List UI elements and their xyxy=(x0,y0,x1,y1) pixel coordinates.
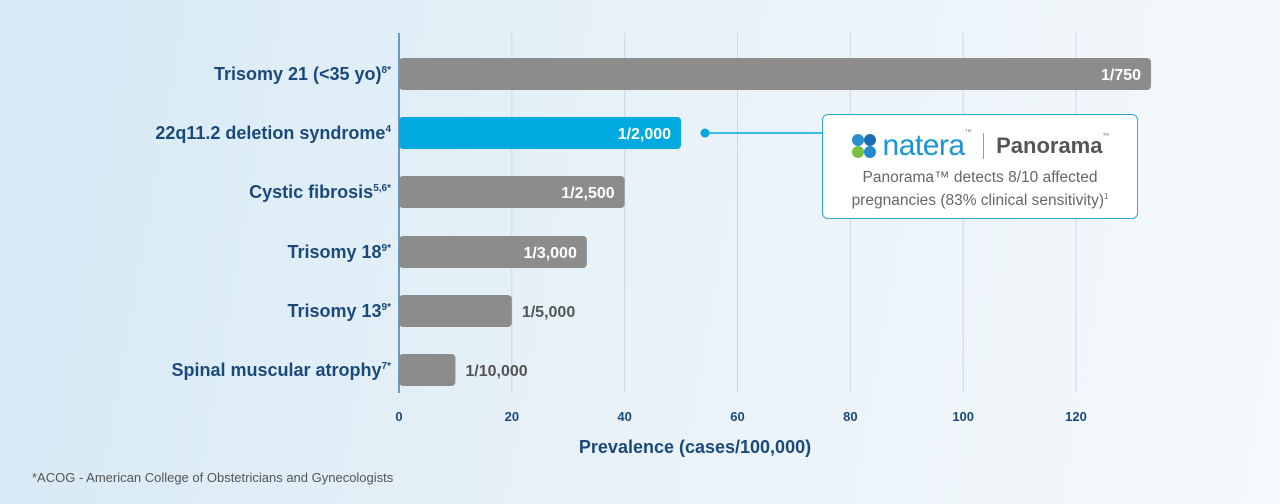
panorama-callout: natera™ Panorama™ Panorama™ detects 8/10… xyxy=(822,114,1138,219)
description-line-1: Panorama™ detects 8/10 affected xyxy=(862,169,1098,186)
x-tick-label: 80 xyxy=(843,409,857,424)
x-tick-label: 0 xyxy=(395,409,402,424)
bar xyxy=(399,354,456,386)
footnote: *ACOG - American College of Obstetrician… xyxy=(32,470,394,485)
natera-logo-icon xyxy=(851,134,876,158)
natera-brand: natera™ xyxy=(882,129,972,162)
category-label: Trisomy 139* xyxy=(287,301,391,321)
data-label: 1/2,500 xyxy=(561,185,614,202)
bar xyxy=(399,236,587,268)
category-label: Spinal muscular atrophy7* xyxy=(171,360,391,380)
data-label: 1/3,000 xyxy=(523,245,576,262)
data-label: 1/2,000 xyxy=(618,126,671,143)
callout-description: Panorama™ detects 8/10 affected pregnanc… xyxy=(823,168,1137,210)
logo-row: natera™ Panorama™ xyxy=(823,129,1137,163)
x-tick-label: 40 xyxy=(617,409,631,424)
category-label: Cystic fibrosis5,6* xyxy=(249,182,391,202)
x-tick-label: 100 xyxy=(952,409,974,424)
data-label: 1/750 xyxy=(1101,67,1141,84)
bar xyxy=(399,176,625,208)
x-tick-label: 120 xyxy=(1065,409,1087,424)
callout-dot xyxy=(700,128,710,138)
category-label: 22q11.2 deletion syndrome4 xyxy=(155,123,391,143)
panorama-brand: Panorama™ xyxy=(996,133,1110,158)
x-tick-label: 60 xyxy=(730,409,744,424)
logo-divider xyxy=(983,133,985,159)
description-line-2: pregnancies (83% clinical sensitivity)1 xyxy=(851,192,1109,210)
category-label: Trisomy 189* xyxy=(287,242,391,262)
category-label: Trisomy 21 (<35 yo)8* xyxy=(214,64,391,84)
bar xyxy=(399,58,1152,90)
x-axis-label: Prevalence (cases/100,000) xyxy=(579,437,811,457)
x-tick-label: 20 xyxy=(505,409,519,424)
data-label: 1/10,000 xyxy=(465,363,527,380)
data-label: 1/5,000 xyxy=(522,304,575,321)
bar xyxy=(399,117,682,149)
bar xyxy=(399,295,512,327)
